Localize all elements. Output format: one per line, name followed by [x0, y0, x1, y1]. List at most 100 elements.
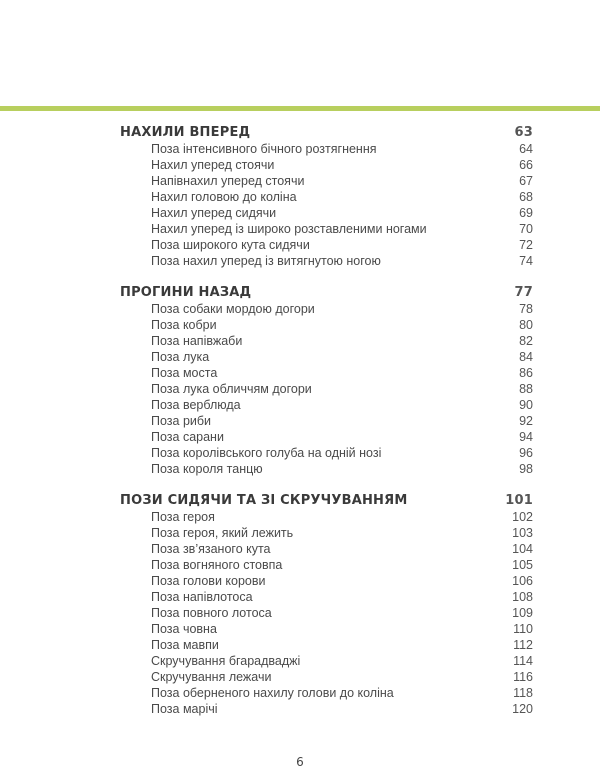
table-of-contents: НАХИЛИ ВПЕРЕД 63 Поза інтенсивного бічно… [120, 125, 533, 733]
toc-entry[interactable]: Поза моста 86 [120, 365, 533, 381]
entry-title: Поза мавпи [151, 638, 219, 652]
entry-page: 109 [512, 606, 533, 620]
entry-page: 78 [519, 302, 533, 316]
entry-page: 82 [519, 334, 533, 348]
section-title: НАХИЛИ ВПЕРЕД [120, 125, 251, 140]
toc-entry[interactable]: Скручування бгарадваджі 114 [120, 653, 533, 669]
toc-entry[interactable]: Напівнахил уперед стоячи 67 [120, 173, 533, 189]
entry-title: Поза короля танцю [151, 462, 263, 476]
toc-entry[interactable]: Поза сарани 94 [120, 429, 533, 445]
entry-page: 96 [519, 446, 533, 460]
entry-title: Нахил головою до коліна [151, 190, 297, 204]
toc-entry[interactable]: Поза лука обличчям догори 88 [120, 381, 533, 397]
section-heading[interactable]: ПОЗИ СИДЯЧИ ТА ЗІ СКРУЧУВАННЯМ 101 [120, 493, 533, 509]
entry-title: Поза сарани [151, 430, 224, 444]
toc-entry[interactable]: Нахил уперед із широко розставленими ног… [120, 221, 533, 237]
entry-page: 80 [519, 318, 533, 332]
entry-page: 108 [512, 590, 533, 604]
toc-entry[interactable]: Нахил уперед сидячи 69 [120, 205, 533, 221]
toc-entry[interactable]: Поза вогняного стовпа 105 [120, 557, 533, 573]
section-title: ПРОГИНИ НАЗАД [120, 285, 252, 300]
entry-title: Поза собаки мордою догори [151, 302, 315, 316]
entry-title: Поза зв’язаного кута [151, 542, 271, 556]
entry-title: Поза повного лотоса [151, 606, 272, 620]
entry-title: Поза напівжаби [151, 334, 243, 348]
toc-entry[interactable]: Поза героя 102 [120, 509, 533, 525]
toc-entry[interactable]: Поза напівжаби 82 [120, 333, 533, 349]
entry-page: 105 [512, 558, 533, 572]
entry-page: 110 [513, 622, 533, 636]
entry-title: Поза марічі [151, 702, 218, 716]
toc-entry[interactable]: Поза широкого кута сидячи 72 [120, 237, 533, 253]
entry-page: 102 [512, 510, 533, 524]
entry-page: 104 [512, 542, 533, 556]
toc-entry[interactable]: Поза королівського голуба на одній нозі … [120, 445, 533, 461]
toc-entry[interactable]: Скручування лежачи 116 [120, 669, 533, 685]
section-heading[interactable]: ПРОГИНИ НАЗАД 77 [120, 285, 533, 301]
entry-page: 66 [519, 158, 533, 172]
toc-entry[interactable]: Поза марічі 120 [120, 701, 533, 717]
toc-section: ПРОГИНИ НАЗАД 77 Поза собаки мордою дого… [120, 285, 533, 477]
toc-entry[interactable]: Поза повного лотоса 109 [120, 605, 533, 621]
entry-title: Поза кобри [151, 318, 217, 332]
toc-entry[interactable]: Поза верблюда 90 [120, 397, 533, 413]
page-number: 6 [296, 755, 304, 769]
toc-entry[interactable]: Поза мавпи 112 [120, 637, 533, 653]
entry-page: 84 [519, 350, 533, 364]
toc-entry[interactable]: Поза зв’язаного кута 104 [120, 541, 533, 557]
entry-page: 86 [519, 366, 533, 380]
entry-title: Нахил уперед стоячи [151, 158, 275, 172]
entry-page: 103 [512, 526, 533, 540]
entry-title: Поза напівлотоса [151, 590, 253, 604]
entry-title: Нахил уперед сидячи [151, 206, 277, 220]
entry-title: Поза лука [151, 350, 210, 364]
entry-page: 74 [519, 254, 533, 268]
toc-entry[interactable]: Нахил уперед стоячи 66 [120, 157, 533, 173]
entry-title: Поза героя [151, 510, 215, 524]
entry-title: Нахил уперед із широко розставленими ног… [151, 222, 427, 236]
entry-page: 88 [519, 382, 533, 396]
entry-page: 114 [513, 654, 533, 668]
entry-page: 118 [513, 686, 533, 700]
entry-page: 90 [519, 398, 533, 412]
toc-entry[interactable]: Поза голови корови 106 [120, 573, 533, 589]
entry-title: Поза риби [151, 414, 212, 428]
entry-title: Поза оберненого нахилу голови до коліна [151, 686, 394, 700]
entry-page: 72 [519, 238, 533, 252]
toc-entry[interactable]: Поза героя, який лежить 103 [120, 525, 533, 541]
entry-title: Поза королівського голуба на одній нозі [151, 446, 382, 460]
entry-page: 106 [512, 574, 533, 588]
entry-page: 116 [513, 670, 533, 684]
entry-title: Поза інтенсивного бічного розтягнення [151, 142, 377, 156]
toc-entry[interactable]: Поза собаки мордою догори 78 [120, 301, 533, 317]
section-page: 101 [505, 493, 533, 508]
toc-entry[interactable]: Поза човна 110 [120, 621, 533, 637]
toc-entry[interactable]: Поза кобри 80 [120, 317, 533, 333]
entry-title: Поза вогняного стовпа [151, 558, 283, 572]
entry-page: 64 [519, 142, 533, 156]
entry-title: Напівнахил уперед стоячи [151, 174, 305, 188]
section-heading[interactable]: НАХИЛИ ВПЕРЕД 63 [120, 125, 533, 141]
entry-title: Поза човна [151, 622, 217, 636]
toc-entry[interactable]: Поза інтенсивного бічного розтягнення 64 [120, 141, 533, 157]
toc-entry[interactable]: Поза короля танцю 98 [120, 461, 533, 477]
entry-page: 69 [519, 206, 533, 220]
entry-page: 120 [512, 702, 533, 716]
section-page: 63 [514, 125, 533, 140]
entry-title: Поза голови корови [151, 574, 266, 588]
toc-entry[interactable]: Поза лука 84 [120, 349, 533, 365]
entry-page: 94 [519, 430, 533, 444]
toc-entry[interactable]: Поза риби 92 [120, 413, 533, 429]
toc-entry[interactable]: Поза нахил уперед із витягнутою ногою 74 [120, 253, 533, 269]
header-accent-bar [0, 106, 600, 111]
toc-entry[interactable]: Нахил головою до коліна 68 [120, 189, 533, 205]
entry-page: 68 [519, 190, 533, 204]
entry-title: Поза моста [151, 366, 218, 380]
toc-entry[interactable]: Поза напівлотоса 108 [120, 589, 533, 605]
entry-title: Поза широкого кута сидячи [151, 238, 310, 252]
section-title: ПОЗИ СИДЯЧИ ТА ЗІ СКРУЧУВАННЯМ [120, 493, 408, 508]
toc-entry[interactable]: Поза оберненого нахилу голови до коліна … [120, 685, 533, 701]
entry-page: 92 [519, 414, 533, 428]
entry-page: 70 [519, 222, 533, 236]
entry-title: Скручування бгарадваджі [151, 654, 301, 668]
